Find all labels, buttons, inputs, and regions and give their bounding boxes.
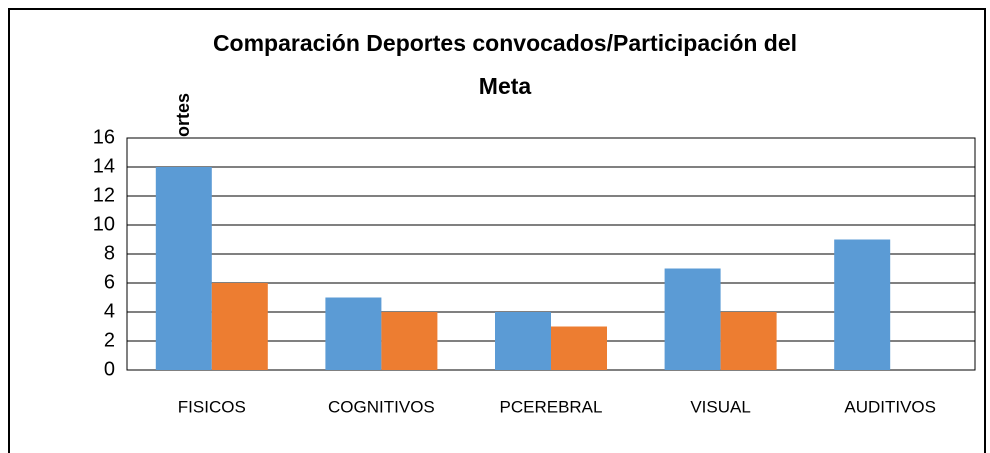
y-axis-label: ortes — [173, 93, 193, 137]
chart-title: Comparación Deportes convocados/Particip… — [213, 30, 797, 56]
y-tick-label: 8 — [104, 242, 115, 264]
bar — [325, 297, 382, 370]
y-tick-label: 10 — [93, 213, 115, 235]
y-tick-label: 12 — [93, 184, 115, 206]
bar — [834, 239, 891, 370]
x-tick-label: PCEREBRAL — [500, 397, 603, 416]
x-tick-label: VISUAL — [690, 397, 750, 416]
bar — [155, 167, 212, 370]
bar — [211, 283, 268, 370]
x-tick-label: FISICOS — [178, 397, 246, 416]
bar — [664, 268, 721, 370]
y-tick-label: 0 — [104, 358, 115, 380]
x-tick-label: COGNITIVOS — [328, 397, 435, 416]
chart-title: Meta — [479, 73, 532, 99]
bar — [495, 312, 551, 370]
bar — [381, 312, 438, 370]
x-tick-label: AUDITIVOS — [844, 397, 936, 416]
y-tick-label: 2 — [104, 329, 115, 351]
bar — [551, 326, 607, 370]
bar — [720, 312, 777, 370]
y-tick-label: 16 — [93, 126, 115, 148]
y-tick-label: 14 — [93, 155, 115, 177]
y-tick-label: 4 — [104, 300, 115, 322]
y-tick-label: 6 — [104, 271, 115, 293]
